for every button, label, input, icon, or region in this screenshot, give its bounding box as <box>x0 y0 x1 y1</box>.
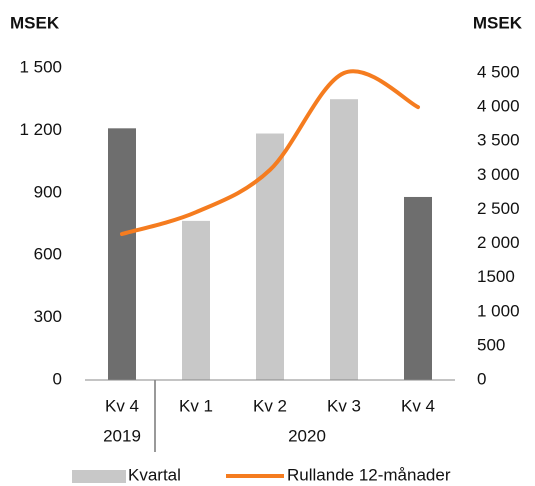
y-tick-label: 300 <box>34 307 62 326</box>
y2-tick-label: 2 500 <box>477 199 520 218</box>
x-tick-label: Kv 2 <box>253 396 287 415</box>
bar <box>404 196 432 380</box>
legend-label: Kvartal <box>128 465 181 484</box>
bar <box>182 220 210 380</box>
y-tick-label: 1 200 <box>19 120 62 139</box>
y-tick-label: 900 <box>34 182 62 201</box>
y-tick-label: 0 <box>53 369 62 388</box>
y-tick-label: 1 500 <box>19 57 62 76</box>
y2-tick-label: 2 000 <box>477 233 520 252</box>
legend-swatch <box>72 470 126 483</box>
legend-label: Rullande 12-månader <box>287 465 451 484</box>
y-axis-label: MSEK <box>10 13 60 32</box>
y2-axis-label: MSEK <box>473 13 523 32</box>
x-tick-label: Kv 1 <box>179 396 213 415</box>
y2-tick-label: 1500 <box>477 267 515 286</box>
y2-tick-label: 500 <box>477 335 505 354</box>
bar <box>330 99 358 380</box>
bar <box>256 133 284 380</box>
x-group-label: 2019 <box>103 426 141 445</box>
x-group-label: 2020 <box>288 426 326 445</box>
y2-tick-label: 3 500 <box>477 131 520 150</box>
y-tick-label: 600 <box>34 245 62 264</box>
y2-tick-label: 4 000 <box>477 97 520 116</box>
x-tick-label: Kv 4 <box>105 396 139 415</box>
x-tick-label: Kv 4 <box>401 396 435 415</box>
y2-tick-label: 0 <box>477 369 486 388</box>
bar <box>108 128 136 380</box>
y2-tick-label: 4 500 <box>477 62 520 81</box>
y2-tick-label: 3 000 <box>477 165 520 184</box>
y2-tick-label: 1 000 <box>477 301 520 320</box>
line <box>120 69 420 237</box>
x-tick-label: Kv 3 <box>327 396 361 415</box>
